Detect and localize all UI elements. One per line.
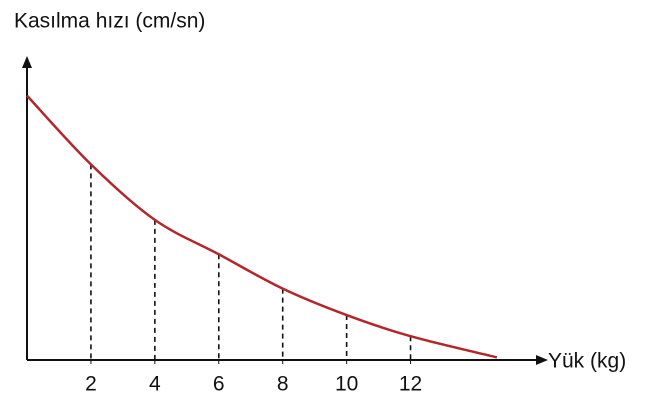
x-tick-label: 12 [399,373,422,396]
y-axis-label: Kasılma hızı (cm/sn) [14,10,205,33]
x-tick-label: 6 [213,373,225,396]
x-tick-label: 8 [277,373,289,396]
y-axis-arrow [22,56,32,68]
x-tick-label: 4 [149,373,161,396]
curve [26,94,498,359]
x-tick-label: 2 [85,373,97,396]
x-axis-arrow [536,355,548,365]
x-tick-label: 10 [335,373,358,396]
x-axis-label: Yük (kg) [548,350,626,373]
